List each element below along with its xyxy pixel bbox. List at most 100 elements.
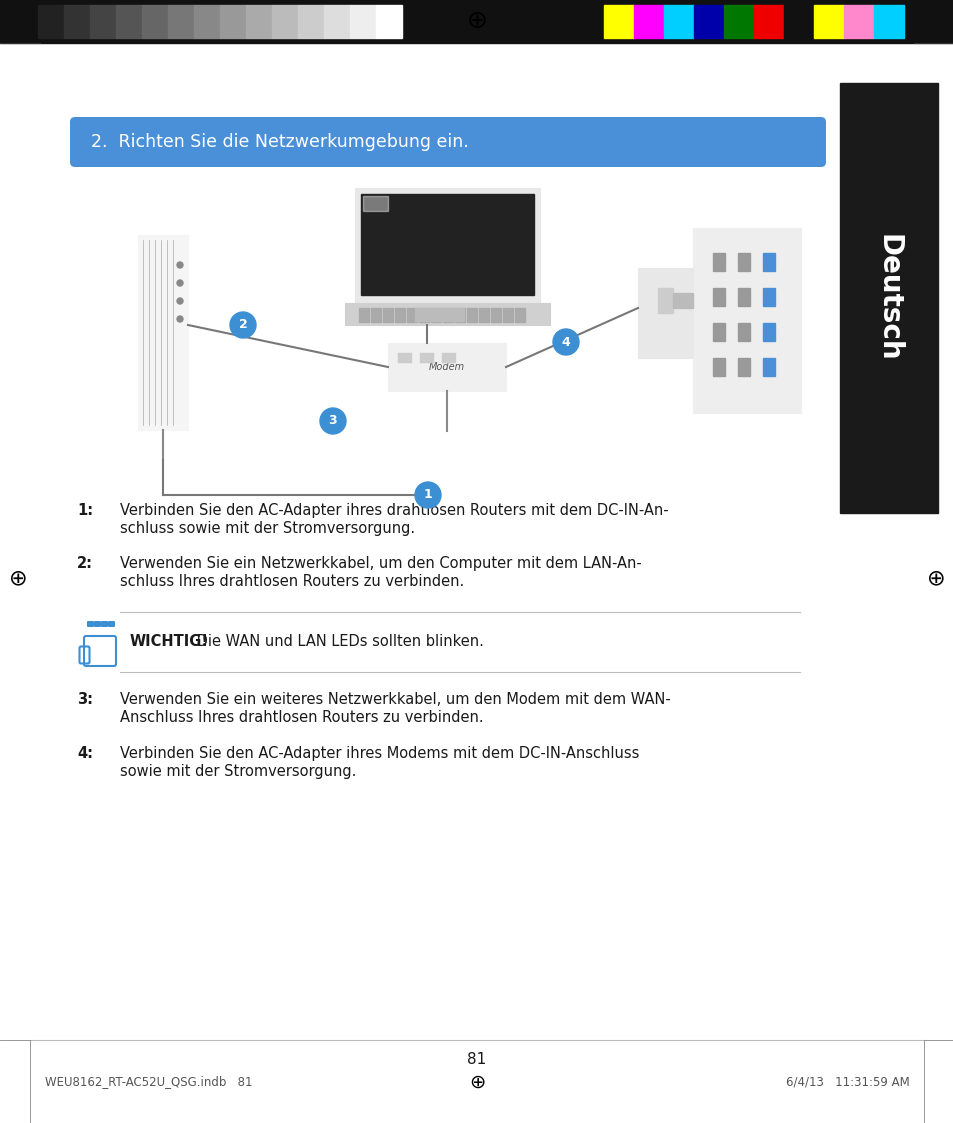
Circle shape: [230, 312, 255, 338]
Bar: [491, 308, 500, 311]
Bar: [467, 313, 476, 317]
Bar: [88, 623, 92, 641]
Bar: [753, 4, 783, 38]
Bar: [762, 358, 774, 376]
Bar: [116, 4, 142, 38]
FancyBboxPatch shape: [87, 621, 94, 627]
Bar: [442, 318, 453, 321]
Bar: [515, 313, 524, 317]
Bar: [109, 623, 113, 641]
Bar: [692, 228, 801, 413]
Bar: [491, 313, 500, 317]
Bar: [478, 318, 489, 321]
Bar: [418, 308, 429, 311]
Text: ⊕: ⊕: [466, 9, 487, 33]
Text: Verwenden Sie ein Netzwerkkabel, um den Computer mit dem LAN-An-: Verwenden Sie ein Netzwerkkabel, um den …: [120, 556, 641, 570]
Bar: [375, 4, 401, 38]
Bar: [355, 188, 539, 303]
Bar: [442, 313, 453, 317]
Bar: [419, 353, 434, 363]
Text: 6/4/13   11:31:59 AM: 6/4/13 11:31:59 AM: [785, 1076, 909, 1088]
Bar: [358, 318, 369, 321]
Text: 2:: 2:: [77, 556, 92, 570]
Bar: [762, 253, 774, 271]
Bar: [441, 353, 456, 363]
Bar: [638, 268, 692, 358]
Bar: [297, 4, 324, 38]
Text: Modem: Modem: [429, 362, 464, 372]
Bar: [395, 308, 405, 311]
Bar: [873, 4, 903, 38]
Bar: [407, 313, 416, 317]
Bar: [363, 197, 388, 211]
Bar: [272, 4, 297, 38]
Bar: [220, 4, 246, 38]
Text: 4:: 4:: [77, 746, 92, 761]
FancyBboxPatch shape: [70, 117, 825, 167]
Bar: [345, 303, 550, 325]
Circle shape: [553, 329, 578, 355]
Bar: [723, 4, 753, 38]
Text: WEU8162_RT-AC52U_QSG.indb   81: WEU8162_RT-AC52U_QSG.indb 81: [45, 1076, 253, 1088]
Bar: [0, 0, 953, 43]
Text: schluss sowie mit der Stromversorgung.: schluss sowie mit der Stromversorgung.: [120, 521, 415, 536]
Text: 3:: 3:: [77, 692, 92, 707]
Bar: [142, 4, 168, 38]
Bar: [738, 358, 749, 376]
Bar: [762, 323, 774, 341]
Text: sowie mit der Stromversorgung.: sowie mit der Stromversorgung.: [120, 764, 356, 779]
Circle shape: [177, 316, 183, 322]
Text: Anschluss Ihres drahtlosen Routers zu verbinden.: Anschluss Ihres drahtlosen Routers zu ve…: [120, 710, 483, 725]
Bar: [350, 4, 375, 38]
Bar: [712, 358, 724, 376]
Bar: [138, 235, 188, 430]
Text: 1: 1: [423, 489, 432, 502]
Bar: [442, 308, 453, 311]
Bar: [388, 343, 505, 391]
Bar: [12, 4, 38, 38]
Bar: [467, 318, 476, 321]
Bar: [762, 287, 774, 305]
Bar: [431, 318, 440, 321]
Bar: [455, 313, 464, 317]
Bar: [431, 308, 440, 311]
Bar: [90, 4, 116, 38]
Bar: [407, 318, 416, 321]
Bar: [712, 253, 724, 271]
Bar: [415, 308, 464, 322]
Text: Verwenden Sie ein weiteres Netzwerkkabel, um den Modem mit dem WAN-: Verwenden Sie ein weiteres Netzwerkkabel…: [120, 692, 670, 707]
Bar: [168, 4, 193, 38]
Bar: [813, 4, 843, 38]
Text: Die WAN und LAN LEDs sollten blinken.: Die WAN und LAN LEDs sollten blinken.: [192, 634, 483, 649]
Text: 1:: 1:: [77, 503, 93, 518]
Bar: [502, 318, 513, 321]
Text: Verbinden Sie den AC-Adapter ihres drahtlosen Routers mit dem DC-IN-An-: Verbinden Sie den AC-Adapter ihres draht…: [120, 503, 668, 518]
Bar: [515, 318, 524, 321]
Bar: [431, 313, 440, 317]
Bar: [712, 287, 724, 305]
Bar: [843, 4, 873, 38]
Text: Deutsch: Deutsch: [874, 235, 902, 362]
Bar: [382, 308, 393, 311]
Bar: [358, 308, 369, 311]
Bar: [840, 83, 937, 513]
Bar: [102, 623, 107, 641]
Bar: [712, 323, 724, 341]
Bar: [382, 318, 393, 321]
Bar: [663, 4, 693, 38]
Bar: [658, 287, 672, 313]
Circle shape: [177, 262, 183, 268]
Bar: [418, 318, 429, 321]
Bar: [38, 4, 64, 38]
Bar: [371, 318, 380, 321]
Bar: [693, 4, 723, 38]
Bar: [193, 4, 220, 38]
Bar: [64, 4, 90, 38]
Circle shape: [177, 298, 183, 304]
Bar: [395, 313, 405, 317]
Text: ⊕: ⊕: [925, 568, 944, 588]
Text: schluss Ihres drahtlosen Routers zu verbinden.: schluss Ihres drahtlosen Routers zu verb…: [120, 574, 464, 588]
Bar: [324, 4, 350, 38]
Bar: [502, 313, 513, 317]
Bar: [371, 308, 380, 311]
